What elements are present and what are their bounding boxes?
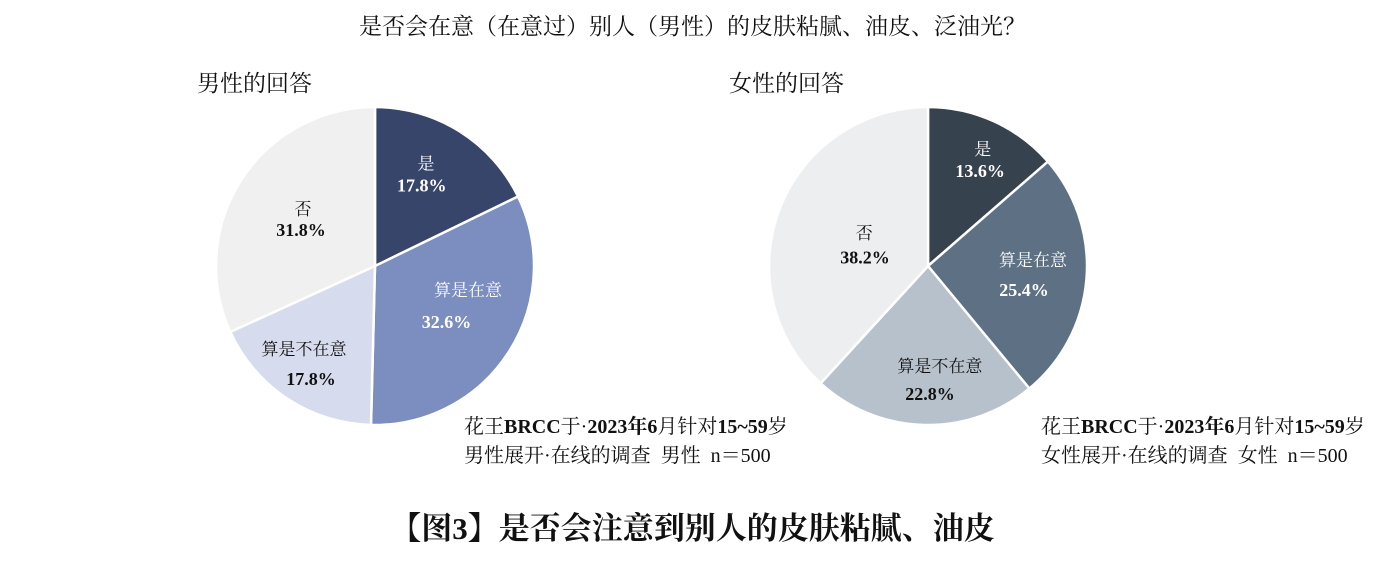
- svg-text:否: 否: [856, 224, 873, 243]
- svg-text:算是不在意: 算是不在意: [262, 340, 347, 359]
- svg-text:算是在意: 算是在意: [434, 281, 502, 300]
- svg-text:32.6%: 32.6%: [422, 312, 472, 332]
- svg-text:31.8%: 31.8%: [276, 220, 326, 240]
- svg-text:17.8%: 17.8%: [286, 369, 336, 389]
- svg-text:13.6%: 13.6%: [955, 161, 1005, 181]
- svg-text:算是在意: 算是在意: [999, 251, 1067, 270]
- svg-text:算是不在意: 算是不在意: [897, 357, 982, 376]
- svg-text:是: 是: [974, 140, 991, 159]
- svg-text:17.8%: 17.8%: [397, 176, 447, 196]
- svg-text:38.2%: 38.2%: [840, 247, 890, 267]
- svg-text:22.8%: 22.8%: [905, 384, 955, 404]
- svg-text:是: 是: [418, 154, 435, 173]
- svg-text:否: 否: [295, 200, 312, 219]
- svg-text:25.4%: 25.4%: [999, 280, 1049, 300]
